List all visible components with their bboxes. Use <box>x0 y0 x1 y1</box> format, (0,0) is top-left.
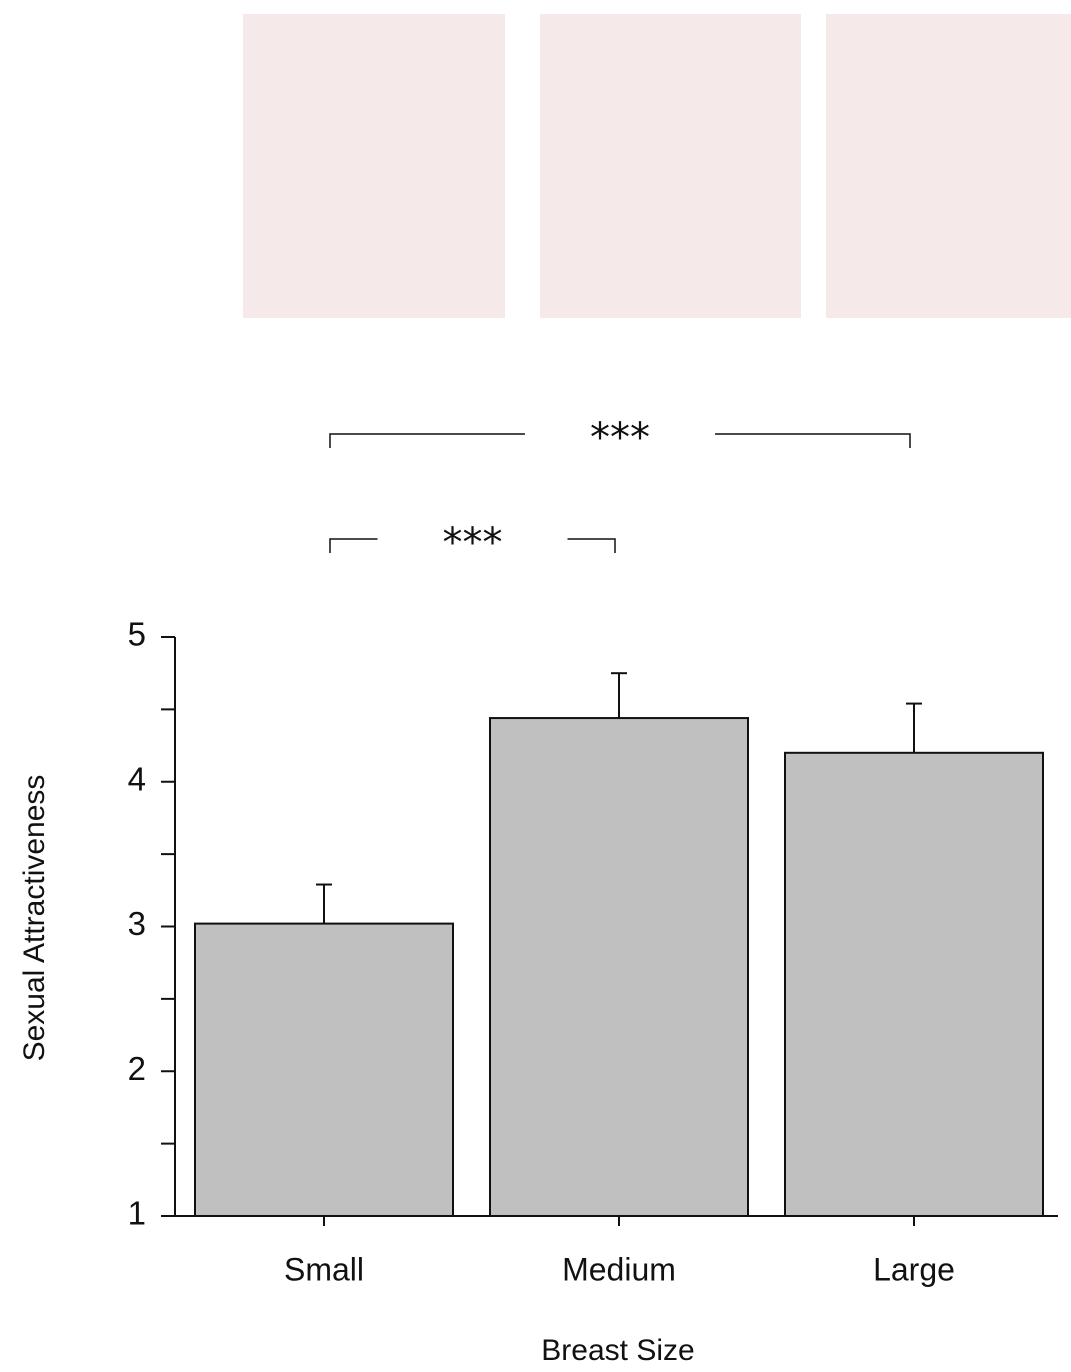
significance-bracket <box>329 433 911 448</box>
y-tick-label: 5 <box>128 616 146 653</box>
significance-label: *** <box>590 415 650 461</box>
y-tick-label: 2 <box>128 1050 146 1087</box>
stimulus-image-placeholder <box>243 14 505 318</box>
bar <box>784 751 1044 1217</box>
y-tick-label: 1 <box>128 1195 146 1232</box>
y-axis-label: Sexual Attractiveness <box>18 775 51 1062</box>
x-axis-label: Breast Size <box>541 1334 694 1367</box>
stimulus-image-placeholder <box>540 14 801 318</box>
bar <box>489 717 749 1217</box>
y-tick-label: 3 <box>128 905 146 942</box>
x-tick-label: Small <box>284 1251 364 1287</box>
x-tick-label: Large <box>873 1251 955 1287</box>
bar <box>194 922 454 1217</box>
stimulus-image-placeholder <box>826 14 1071 318</box>
y-tick-label: 4 <box>128 760 146 797</box>
significance-bracket <box>329 538 616 553</box>
x-tick-label: Medium <box>562 1251 676 1287</box>
significance-label: *** <box>443 520 503 566</box>
